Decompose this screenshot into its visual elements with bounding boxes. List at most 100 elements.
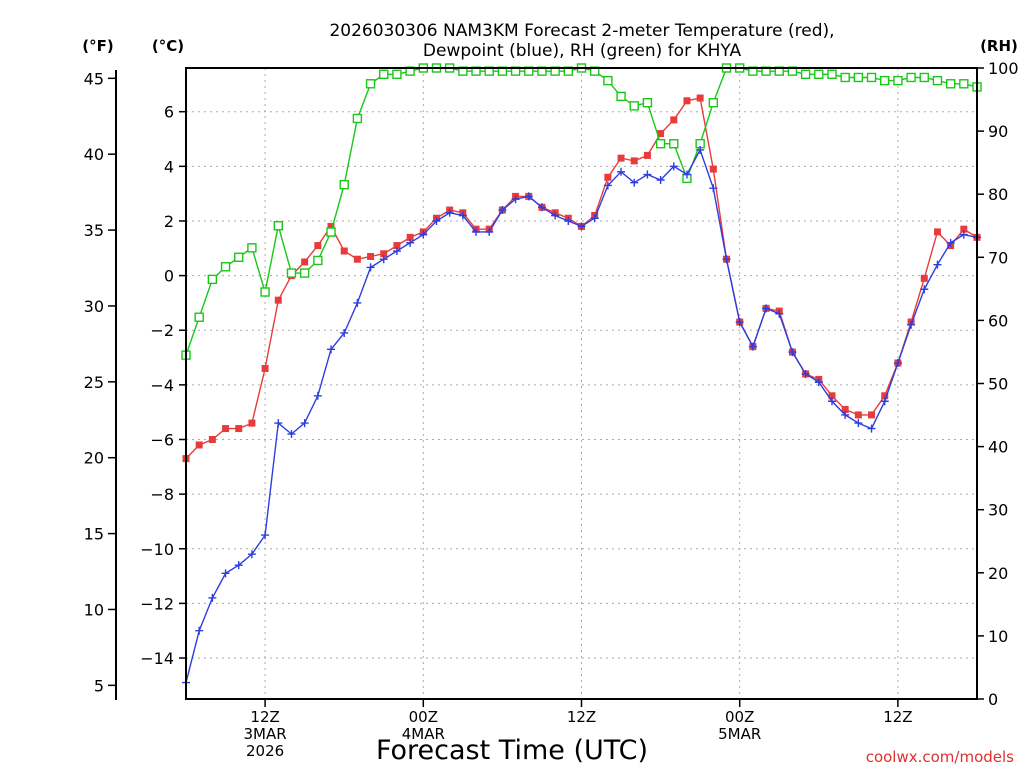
rh-point xyxy=(853,72,864,83)
rh-tick-label: 80 xyxy=(988,185,1008,204)
dewpoint-point xyxy=(762,304,771,313)
dewpoint-point xyxy=(814,378,823,387)
dewpoint-point xyxy=(920,285,929,294)
temperature-point xyxy=(828,392,836,400)
temperature-point xyxy=(960,225,968,233)
temperature-point xyxy=(406,233,414,241)
rh-unit-label: (RH) xyxy=(980,37,1018,55)
rh-point xyxy=(339,180,349,190)
rh-point xyxy=(945,79,956,89)
chart-title-line-1: 2026030306 NAM3KM Forecast 2-meter Tempe… xyxy=(329,21,834,41)
dewpoint-point xyxy=(472,227,481,236)
temperature-point xyxy=(380,250,388,258)
fahrenheit-tick-label: 15 xyxy=(84,525,104,544)
celsius-tick-label: −12 xyxy=(140,594,174,613)
dewpoint-line xyxy=(182,145,981,687)
rh-point xyxy=(379,69,389,80)
fahrenheit-unit-label: (°F) xyxy=(82,37,113,55)
celsius-tick-label: 4 xyxy=(164,157,174,176)
dewpoint-point xyxy=(498,206,507,215)
rh-tick-label: 100 xyxy=(988,59,1019,78)
rh-point xyxy=(827,69,837,80)
dewpoint-point xyxy=(221,569,230,578)
dewpoint-point xyxy=(867,424,876,433)
dewpoint-point xyxy=(366,263,375,272)
fahrenheit-tick-label: 35 xyxy=(84,221,104,240)
rh-point xyxy=(919,72,929,83)
temperature-point xyxy=(841,405,849,413)
celsius-tick-label: −6 xyxy=(150,430,174,449)
temperature-point xyxy=(314,242,322,250)
x-tick-label: 12Z xyxy=(883,708,912,726)
dewpoint-point xyxy=(379,255,388,264)
rh-point xyxy=(959,79,969,89)
temperature-point xyxy=(643,151,651,159)
rh-tick-label: 20 xyxy=(988,564,1008,583)
dewpoint-point xyxy=(603,181,612,190)
celsius-tick-label: −8 xyxy=(150,485,174,504)
dewpoint-point xyxy=(419,230,428,239)
celsius-tick-label: 6 xyxy=(164,103,174,122)
rh-point xyxy=(840,72,850,83)
dewpoint-point xyxy=(682,170,691,179)
dewpoint-point xyxy=(722,255,731,264)
rh-tick-label: 90 xyxy=(988,122,1008,141)
temperature-point xyxy=(670,116,678,124)
plot-frame xyxy=(185,67,978,700)
dewpoint-point xyxy=(340,328,349,337)
temperature-point xyxy=(340,247,348,255)
dewpoint-point xyxy=(577,222,586,231)
temperature-point xyxy=(617,154,625,162)
dewpoint-point xyxy=(643,170,652,179)
rh-point xyxy=(906,72,916,83)
fahrenheit-tick-label: 10 xyxy=(84,600,104,619)
rh-point xyxy=(313,255,323,266)
rh-point xyxy=(669,139,679,149)
rh-tick-label: 50 xyxy=(988,375,1008,394)
celsius-tick-label: 2 xyxy=(164,212,174,231)
x-tick-label: 2026 xyxy=(246,742,284,760)
dewpoint-point xyxy=(775,309,784,318)
temperature-point xyxy=(868,411,876,419)
dewpoint-point xyxy=(801,369,810,378)
x-tick-label: 12Z xyxy=(567,708,596,726)
dewpoint-point xyxy=(327,345,336,354)
credit-text: coolwx.com/models xyxy=(866,748,1014,766)
dewpoint-point xyxy=(537,203,546,212)
rh-point xyxy=(866,72,877,83)
dewpoint-point xyxy=(247,550,256,559)
chart-title-line-2: Dewpoint (blue), RH (green) for KHYA xyxy=(423,41,742,61)
rh-point xyxy=(365,79,376,89)
rh-point xyxy=(326,227,336,237)
rh-point xyxy=(299,268,310,278)
rh-point xyxy=(800,69,811,80)
rh-point xyxy=(655,139,666,149)
dewpoint-point xyxy=(907,320,916,329)
rh-point xyxy=(629,101,639,111)
dewpoint-point xyxy=(893,359,902,368)
dewpoint-point xyxy=(709,184,718,193)
dewpoint-point xyxy=(656,175,665,184)
rh-point xyxy=(392,69,402,80)
fahrenheit-tick-label: 30 xyxy=(84,297,104,316)
rh-point xyxy=(220,262,231,272)
rh-point xyxy=(642,98,653,108)
dewpoint-point xyxy=(827,397,836,406)
rh-point xyxy=(247,243,257,253)
dewpoint-point xyxy=(735,318,744,327)
celsius-unit-label: (°C) xyxy=(152,37,184,55)
dewpoint-point xyxy=(880,397,889,406)
rh-tick-label: 40 xyxy=(988,438,1008,457)
dewpoint-point xyxy=(696,145,705,154)
temperature-point xyxy=(604,173,612,181)
rh-point xyxy=(932,75,943,86)
dewpoint-point xyxy=(287,430,296,439)
dewpoint-point xyxy=(564,216,573,225)
celsius-tick-label: 0 xyxy=(164,267,174,286)
rh-tick-label: 70 xyxy=(988,248,1008,267)
x-axis-label: Forecast Time (UTC) xyxy=(376,735,648,766)
dewpoint-point xyxy=(458,211,467,220)
temperature-point xyxy=(920,274,928,282)
temperature-point xyxy=(235,425,243,433)
